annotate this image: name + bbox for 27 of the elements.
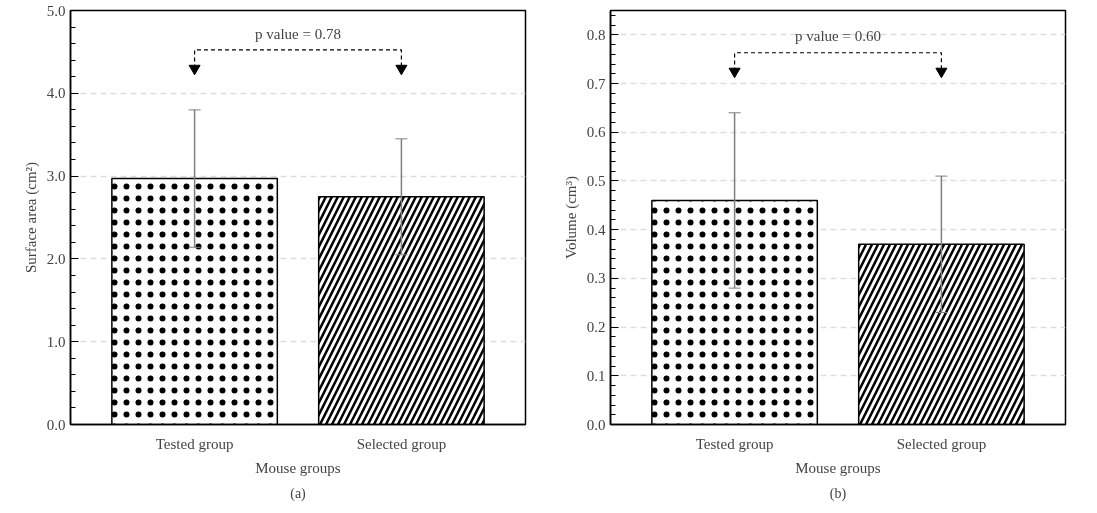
y-axis-title: Surface area (cm²) <box>22 161 40 274</box>
y-tick-label: 1.0 <box>46 333 66 350</box>
y-tick-label: 0.3 <box>586 270 606 287</box>
y-tick-label: 5.0 <box>46 2 66 19</box>
x-tick-label: Tested group <box>155 435 234 452</box>
x-tick-label: Selected group <box>896 435 987 452</box>
y-tick-label: 0.0 <box>46 416 66 433</box>
y-tick-label: 2.0 <box>46 250 66 267</box>
y-tick-label: 0.5 <box>586 172 606 189</box>
y-tick-label: 3.0 <box>46 168 66 185</box>
x-tick-label: Selected group <box>356 435 447 452</box>
x-tick-label: Tested group <box>695 435 774 452</box>
annotation: p value = 0.60 <box>795 28 881 45</box>
y-tick-label: 0.7 <box>586 75 606 92</box>
y-tick-label: 0.8 <box>586 26 606 43</box>
text: (a) <box>290 485 307 502</box>
y-tick-label: 0.6 <box>586 124 606 141</box>
x-axis-title: Mouse groups <box>795 459 881 476</box>
y-tick-label: 0.0 <box>586 416 606 433</box>
y-tick-label: 0.2 <box>586 319 606 336</box>
y-axis-title: Volume (cm³) <box>562 176 580 259</box>
y-tick-label: 0.1 <box>586 367 606 384</box>
y-tick-label: 4.0 <box>46 85 66 102</box>
y-tick-label: 0.4 <box>586 221 606 238</box>
annotation: p value = 0.78 <box>255 25 341 42</box>
x-axis-title: Mouse groups <box>255 459 341 476</box>
text: (b) <box>829 485 847 502</box>
